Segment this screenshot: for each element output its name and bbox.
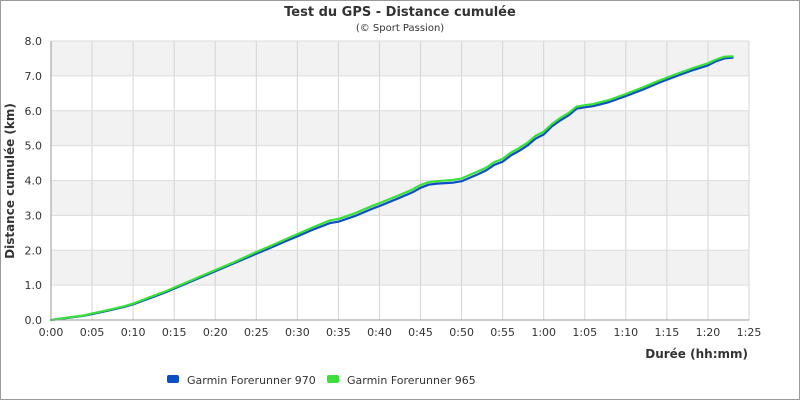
legend-swatch (327, 375, 339, 383)
y-axis-title: Distance cumulée (km) (3, 103, 17, 259)
y-tick-label: 1.0 (25, 279, 43, 292)
axes (50, 41, 749, 321)
x-tick-label: 0:05 (80, 326, 105, 339)
series-line (49, 55, 734, 322)
y-tick-label: 7.0 (25, 70, 43, 83)
x-tick-label: 1:10 (613, 326, 638, 339)
chart-title: Test du GPS - Distance cumulée (284, 5, 516, 20)
background-band (51, 41, 749, 76)
y-tick-label: 5.0 (25, 140, 43, 153)
y-tick-label: 8.0 (25, 35, 43, 48)
series-layer (49, 55, 734, 322)
x-tick-label: 0:55 (490, 326, 515, 339)
x-tick-label: 0:00 (39, 326, 64, 339)
x-tick-label: 1:15 (655, 326, 680, 339)
legend-swatch (167, 375, 179, 383)
x-tick-label: 1:25 (737, 326, 762, 339)
x-axis-title: Durée (hh:mm) (645, 347, 748, 361)
tick-labels: 0:00 0:05 0:10 0:15 0:20 0:25 0:30 0:35 0:40 0:45… (25, 35, 762, 339)
background-band (51, 110, 749, 146)
legend-label: Garmin Forerunner 970 (187, 374, 316, 387)
x-tick-label: 0:35 (326, 326, 351, 339)
x-tick-label: 0:10 (121, 326, 146, 339)
x-tick-label: 0:25 (244, 326, 269, 339)
x-tick-label: 0:30 (285, 326, 310, 339)
y-tick-label: 3.0 (25, 209, 43, 222)
x-tick-label: 0:40 (367, 326, 392, 339)
x-tick-label: 0:50 (449, 326, 474, 339)
y-tick-label: 2.0 (25, 244, 43, 257)
x-tick-label: 0:45 (408, 326, 433, 339)
x-tick-label: 1:00 (531, 326, 556, 339)
y-tick-label: 0.0 (25, 314, 43, 327)
legend-label: Garmin Forerunner 965 (347, 374, 476, 387)
x-tick-label: 0:20 (203, 326, 228, 339)
x-tick-label: 1:05 (572, 326, 597, 339)
chart-subtitle: (© Sport Passion) (356, 23, 444, 34)
x-tick-label: 0:15 (162, 326, 187, 339)
background-band (51, 250, 749, 286)
y-tick-label: 4.0 (25, 175, 43, 188)
y-tick-label: 6.0 (25, 105, 43, 118)
x-tick-label: 1:20 (696, 326, 721, 339)
legend: Garmin Forerunner 970 Garmin Forerunner 9… (167, 374, 476, 387)
background-bands (51, 41, 749, 286)
